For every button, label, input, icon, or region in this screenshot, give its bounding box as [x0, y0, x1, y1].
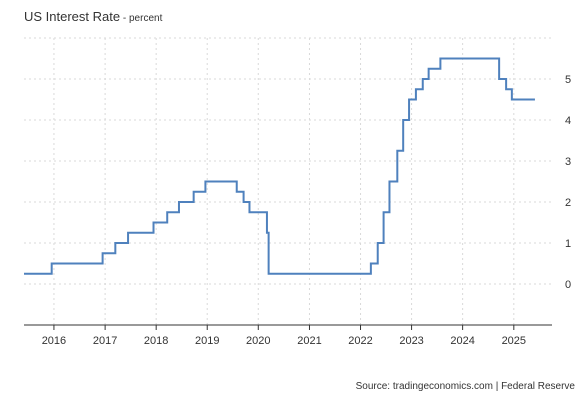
- chart-title-row: US Interest Rate - percent: [24, 8, 162, 26]
- x-tick-label: 2024: [450, 335, 474, 347]
- y-tick-label: 5: [565, 74, 571, 86]
- x-axis-ticks: 2016 2017 2018 2019 2020 2021 2022 2023 2024 2025: [42, 335, 526, 347]
- y-tick-label: 4: [565, 115, 571, 127]
- chart-title: US Interest Rate: [24, 9, 121, 24]
- chart-unit: percent: [129, 13, 163, 24]
- axes: [24, 324, 552, 330]
- x-tick-label: 2018: [144, 335, 168, 347]
- x-tick-label: 2019: [195, 335, 219, 347]
- x-tick-label: 2017: [93, 335, 117, 347]
- chart-unit-prefix: -: [120, 13, 129, 24]
- x-tick-label: 2023: [399, 335, 423, 347]
- series-layer: [24, 57, 535, 275]
- y-axis-ticks: 0 1 2 3 4 5: [565, 74, 571, 291]
- x-tick-label: 2025: [502, 335, 526, 347]
- y-tick-label: 0: [565, 279, 571, 291]
- y-tick-label: 2: [565, 197, 571, 209]
- source-credit: Source: tradingeconomics.com | Federal R…: [355, 381, 575, 392]
- x-tick-label: 2022: [348, 335, 372, 347]
- x-tick-label: 2016: [42, 335, 66, 347]
- y-tick-label: 1: [565, 238, 571, 250]
- x-tick-label: 2021: [297, 335, 321, 347]
- grid: [24, 37, 552, 325]
- series-line: [24, 57, 535, 275]
- y-tick-label: 3: [565, 156, 571, 168]
- x-tick-label: 2020: [246, 335, 270, 347]
